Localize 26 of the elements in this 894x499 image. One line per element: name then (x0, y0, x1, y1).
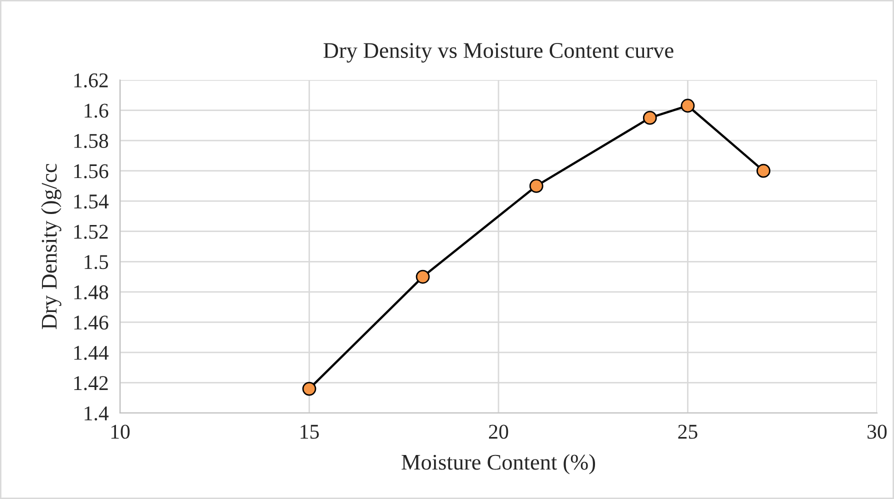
chart-title: Dry Density vs Moisture Content curve (324, 43, 674, 63)
x-tick-label: 30 (868, 424, 887, 439)
y-tick-label: 1.54 (74, 194, 109, 209)
point (416, 270, 430, 284)
y-tick-label: 1.44 (74, 346, 109, 360)
point (680, 98, 695, 113)
x-tick-label: 20 (489, 424, 508, 439)
point (302, 382, 316, 396)
point (756, 164, 770, 178)
y-tick-label: 1.4 (84, 406, 109, 421)
y-axis-title: Dry Density ()g/cc (41, 164, 62, 330)
x-tick-label: 25 (678, 424, 698, 439)
y-tick-label: 1.46 (74, 316, 108, 330)
y-tick-label: 1.62 (74, 73, 108, 88)
y-tick-label: 1.58 (74, 134, 108, 148)
y-tick-label: 1.52 (74, 224, 108, 239)
x-tick-label: 10 (111, 424, 130, 439)
point (642, 110, 657, 125)
y-tick-label: 1.42 (74, 376, 108, 390)
y-tick-label: 1.56 (74, 164, 108, 178)
x-axis-title: Moisture Content (%) (402, 454, 596, 474)
y-tick-label: 1.5 (84, 255, 108, 270)
y-tick-label: 1.48 (74, 285, 108, 300)
y-tick-label: 1.6 (84, 104, 108, 118)
point (529, 179, 544, 193)
x-tick-label: 15 (300, 424, 319, 439)
